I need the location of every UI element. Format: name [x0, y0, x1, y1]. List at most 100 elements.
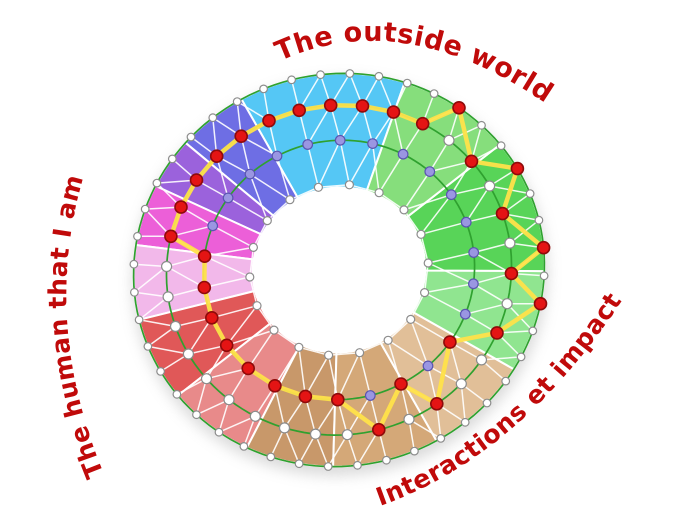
node-r3-11[interactable]: [294, 342, 304, 352]
node-r3-4[interactable]: [416, 229, 426, 239]
node-r0-5[interactable]: [429, 89, 439, 98]
node-r3-1[interactable]: [344, 180, 354, 190]
node-red-r1-32[interactable]: [234, 129, 248, 143]
node-red-r1-2[interactable]: [355, 99, 370, 113]
node-r2-11[interactable]: [422, 360, 434, 372]
node-r0-37[interactable]: [140, 204, 150, 214]
node-r0-0[interactable]: [287, 75, 297, 85]
node-r2-9[interactable]: [459, 308, 471, 320]
node-r3-15[interactable]: [248, 242, 258, 252]
node-r2-3[interactable]: [397, 148, 409, 160]
node-r1-7[interactable]: [484, 180, 496, 192]
node-r2-1[interactable]: [334, 134, 346, 146]
node-r2-0[interactable]: [302, 139, 314, 150]
node-r3-12[interactable]: [269, 325, 279, 335]
node-red-r2-18[interactable]: [219, 338, 234, 353]
node-r3-3[interactable]: [399, 205, 409, 215]
node-red-r1-33[interactable]: [262, 113, 276, 128]
node-r3-14[interactable]: [245, 272, 255, 282]
node-red-r1-12[interactable]: [490, 326, 504, 340]
node-r2-23[interactable]: [222, 192, 234, 204]
node-red-r2-19[interactable]: [205, 310, 219, 325]
node-r0-40[interactable]: [186, 132, 196, 142]
node-r3-10[interactable]: [324, 350, 334, 360]
node-red-r1-6[interactable]: [464, 154, 479, 169]
node-r2-24[interactable]: [244, 168, 256, 180]
node-red-r1-29[interactable]: [174, 200, 188, 214]
node-r0-22[interactable]: [382, 455, 391, 465]
node-r1-18[interactable]: [341, 429, 353, 441]
node-r0-16[interactable]: [516, 352, 526, 362]
node-r1-5[interactable]: [443, 134, 455, 146]
node-r2-13[interactable]: [364, 390, 376, 401]
node-red-r1-3[interactable]: [386, 105, 401, 119]
node-r0-33[interactable]: [134, 315, 144, 325]
node-r2-7[interactable]: [468, 247, 480, 258]
node-r0-7[interactable]: [477, 120, 486, 130]
node-r0-1[interactable]: [316, 70, 325, 80]
node-r0-17[interactable]: [501, 376, 511, 386]
node-red-r1-17[interactable]: [371, 422, 386, 437]
node-r2-22[interactable]: [207, 220, 219, 232]
node-r2-6[interactable]: [460, 216, 472, 228]
node-r0-10[interactable]: [525, 189, 535, 199]
node-r0-20[interactable]: [436, 434, 446, 443]
node-r0-28[interactable]: [214, 427, 224, 437]
node-red-r2-20[interactable]: [197, 280, 212, 295]
node-red-r1-30[interactable]: [189, 173, 204, 187]
node-red-r2-10[interactable]: [443, 335, 457, 349]
node-r3-13[interactable]: [252, 301, 262, 311]
node-r0-3[interactable]: [374, 71, 384, 81]
node-r0-13[interactable]: [539, 271, 549, 281]
node-r0-29[interactable]: [192, 410, 201, 420]
node-red-r1-28[interactable]: [164, 229, 178, 244]
node-r1-21[interactable]: [249, 410, 261, 422]
node-r1-20[interactable]: [278, 422, 291, 434]
node-r1-25[interactable]: [169, 320, 182, 332]
node-red-r1-10[interactable]: [504, 266, 519, 281]
node-r1-13[interactable]: [475, 354, 488, 366]
node-red-r2-14[interactable]: [330, 392, 345, 407]
node-r0-32[interactable]: [143, 342, 153, 351]
node-red-r0-6[interactable]: [452, 101, 466, 115]
node-r1-11[interactable]: [501, 298, 513, 310]
node-r0-38[interactable]: [152, 178, 162, 188]
node-r0-21[interactable]: [410, 446, 419, 456]
node-r0-4[interactable]: [402, 78, 412, 88]
node-r3-6[interactable]: [420, 288, 430, 298]
node-r3-8[interactable]: [383, 335, 393, 345]
node-r2-8[interactable]: [468, 278, 479, 290]
node-r3-7[interactable]: [406, 314, 416, 324]
node-r2-4[interactable]: [424, 166, 436, 178]
node-red-r1-31[interactable]: [209, 149, 224, 163]
node-r1-22[interactable]: [223, 394, 235, 406]
node-r2-25[interactable]: [271, 150, 283, 162]
node-r1-14[interactable]: [455, 378, 467, 390]
node-red-r2-12[interactable]: [394, 377, 408, 391]
node-red-r2-15[interactable]: [298, 389, 313, 404]
node-r1-24[interactable]: [182, 348, 194, 360]
node-red-r2-16[interactable]: [268, 378, 282, 393]
node-red-r2-21[interactable]: [197, 249, 212, 264]
node-r1-9[interactable]: [504, 237, 516, 249]
node-r0-24[interactable]: [323, 462, 333, 471]
node-r0-8[interactable]: [496, 141, 506, 151]
node-r1-16[interactable]: [403, 413, 415, 425]
node-r0-15[interactable]: [528, 326, 538, 336]
node-r0-23[interactable]: [353, 460, 362, 470]
node-r0-43[interactable]: [259, 84, 269, 94]
node-r0-31[interactable]: [156, 367, 166, 376]
node-red-r1-4[interactable]: [415, 116, 430, 131]
node-r0-30[interactable]: [172, 389, 182, 399]
node-r0-39[interactable]: [167, 154, 177, 164]
node-r0-25[interactable]: [294, 459, 304, 469]
node-r1-23[interactable]: [200, 373, 213, 385]
node-r1-19[interactable]: [309, 428, 322, 440]
node-red-r0-14[interactable]: [533, 296, 548, 311]
node-r0-27[interactable]: [239, 442, 249, 451]
node-r3-17[interactable]: [285, 195, 295, 205]
node-r0-36[interactable]: [133, 231, 142, 241]
node-r0-11[interactable]: [534, 215, 544, 225]
node-red-r0-9[interactable]: [510, 161, 525, 176]
node-r3-9[interactable]: [355, 348, 365, 358]
